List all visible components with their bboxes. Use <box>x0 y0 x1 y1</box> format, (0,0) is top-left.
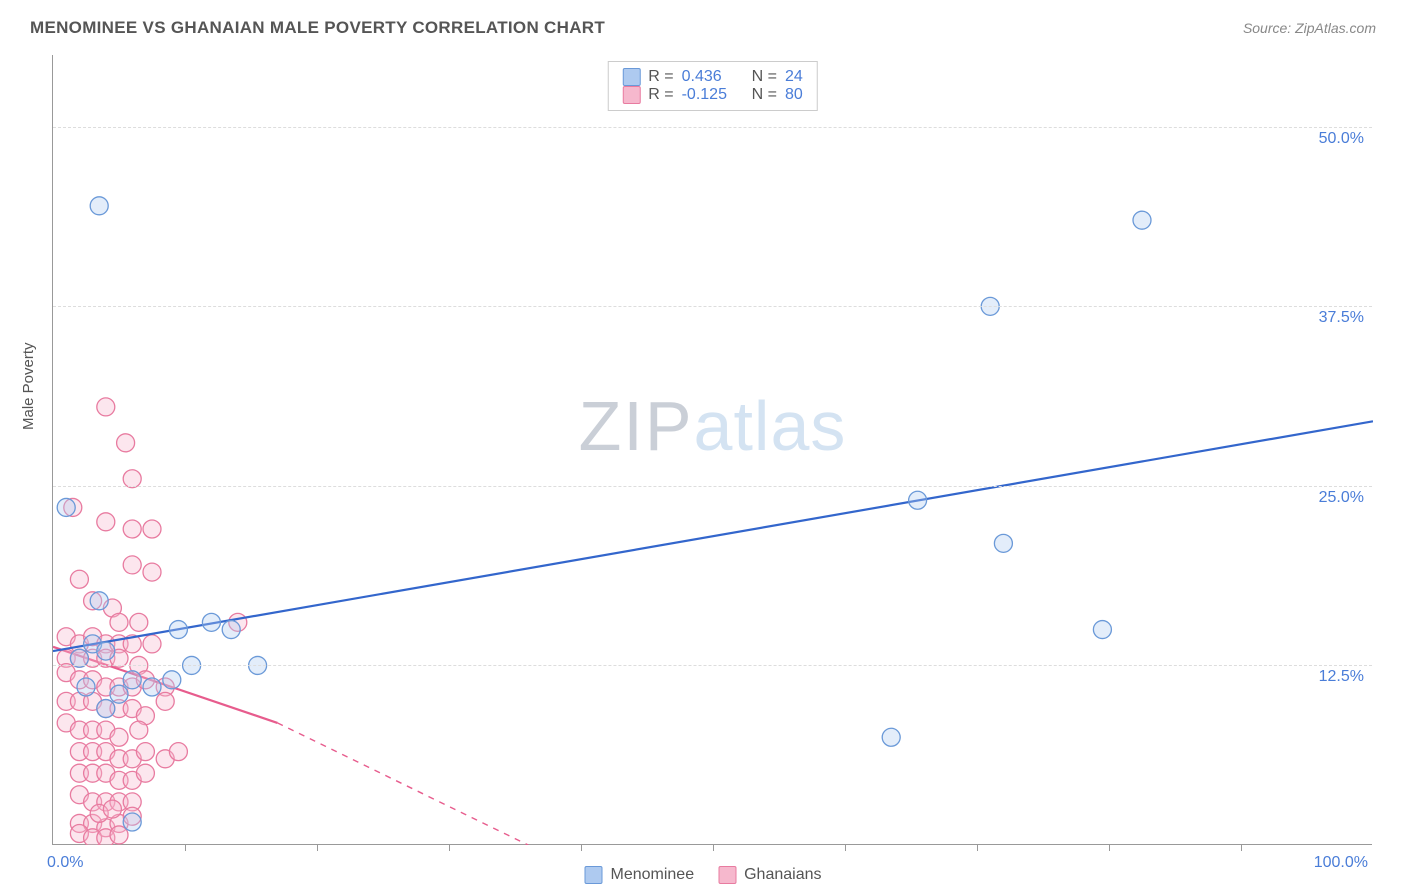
data-point <box>110 613 128 631</box>
series-legend: Menominee Ghanaians <box>585 866 822 884</box>
x-tick-label: 100.0% <box>1314 854 1368 872</box>
x-tick <box>977 844 978 851</box>
legend-swatch <box>622 68 640 86</box>
data-point <box>97 700 115 718</box>
data-point <box>97 398 115 416</box>
gridline <box>53 665 1372 666</box>
data-point <box>1133 211 1151 229</box>
legend-r-label: R = <box>648 86 673 104</box>
x-tick <box>1109 844 1110 851</box>
data-point <box>882 728 900 746</box>
data-point <box>90 197 108 215</box>
legend-r-label: R = <box>648 68 673 86</box>
legend-n-value: 80 <box>785 86 803 104</box>
data-point <box>994 534 1012 552</box>
data-point <box>130 613 148 631</box>
x-tick <box>581 844 582 851</box>
y-axis-title: Male Poverty <box>20 342 37 430</box>
data-point <box>117 434 135 452</box>
correlation-legend: R = 0.436 N = 24 R = -0.125 N = 80 <box>607 61 817 111</box>
legend-label: Ghanaians <box>744 866 821 884</box>
data-point <box>97 513 115 531</box>
chart-title: MENOMINEE VS GHANAIAN MALE POVERTY CORRE… <box>30 18 605 38</box>
legend-n-label: N = <box>752 68 777 86</box>
x-tick <box>317 844 318 851</box>
source-attribution: Source: ZipAtlas.com <box>1243 20 1376 36</box>
x-tick <box>1241 844 1242 851</box>
x-tick-label: 0.0% <box>47 854 83 872</box>
gridline <box>53 486 1372 487</box>
gridline <box>53 127 1372 128</box>
data-point <box>103 800 121 818</box>
x-tick <box>713 844 714 851</box>
data-point <box>909 491 927 509</box>
trend-line-extrapolated <box>277 723 528 845</box>
data-point <box>110 685 128 703</box>
legend-row: R = -0.125 N = 80 <box>622 86 802 104</box>
data-point <box>123 671 141 689</box>
trend-line <box>53 421 1373 651</box>
data-point <box>77 678 95 696</box>
data-point <box>202 613 220 631</box>
data-point <box>156 692 174 710</box>
legend-item: Menominee <box>585 866 695 884</box>
chart-plot-area: ZIPatlas R =0.436N =24R =-0.125N =80 12.… <box>52 55 1372 845</box>
data-point <box>143 635 161 653</box>
legend-swatch <box>718 866 736 884</box>
data-point <box>136 764 154 782</box>
legend-n-value: 24 <box>785 68 803 86</box>
gridline <box>53 306 1372 307</box>
data-point <box>90 592 108 610</box>
data-point <box>123 556 141 574</box>
data-point <box>110 728 128 746</box>
data-point <box>143 563 161 581</box>
legend-item: Ghanaians <box>718 866 821 884</box>
x-tick <box>185 844 186 851</box>
data-point <box>1093 621 1111 639</box>
y-tick-label: 25.0% <box>1319 489 1364 507</box>
legend-r-value: 0.436 <box>682 68 744 86</box>
data-point <box>70 570 88 588</box>
y-tick-label: 12.5% <box>1319 668 1364 686</box>
data-point <box>143 678 161 696</box>
legend-row: R = 0.436 N = 24 <box>622 68 802 86</box>
y-tick-label: 37.5% <box>1319 309 1364 327</box>
legend-swatch <box>622 86 640 104</box>
data-point <box>163 671 181 689</box>
legend-swatch <box>585 866 603 884</box>
data-point <box>123 520 141 538</box>
data-point <box>123 813 141 831</box>
y-tick-label: 50.0% <box>1319 130 1364 148</box>
legend-r-value: -0.125 <box>682 86 744 104</box>
data-point <box>57 498 75 516</box>
chart-svg <box>53 55 1373 845</box>
legend-label: Menominee <box>611 866 695 884</box>
data-point <box>130 721 148 739</box>
data-point <box>169 743 187 761</box>
data-point <box>143 520 161 538</box>
legend-n-label: N = <box>752 86 777 104</box>
data-point <box>222 621 240 639</box>
x-tick <box>449 844 450 851</box>
data-point <box>169 621 187 639</box>
x-tick <box>845 844 846 851</box>
data-point <box>136 743 154 761</box>
data-point <box>97 642 115 660</box>
